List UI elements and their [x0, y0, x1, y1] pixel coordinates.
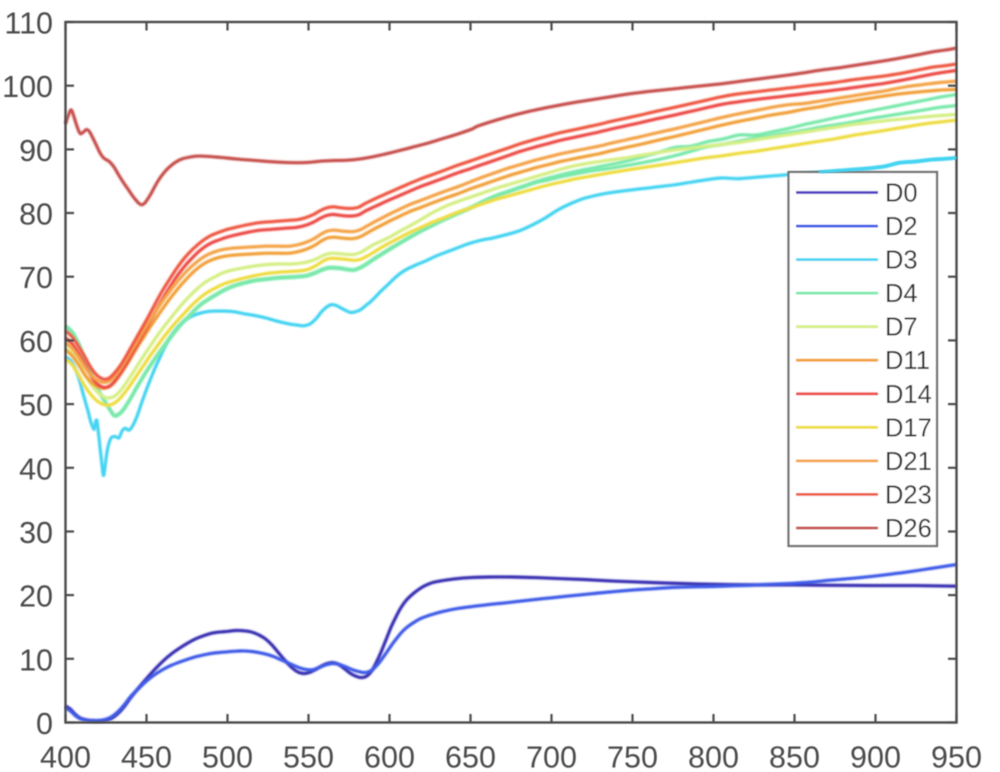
svg-text:D14: D14: [885, 381, 932, 409]
svg-text:10: 10: [19, 643, 53, 677]
svg-text:80: 80: [19, 198, 53, 232]
svg-text:70: 70: [19, 261, 53, 295]
svg-text:D3: D3: [885, 247, 918, 275]
svg-text:450: 450: [121, 741, 172, 772]
svg-text:110: 110: [4, 7, 53, 41]
svg-text:850: 850: [769, 741, 820, 772]
svg-text:D11: D11: [885, 347, 930, 375]
svg-text:700: 700: [526, 741, 577, 772]
svg-text:60: 60: [19, 325, 53, 359]
svg-text:20: 20: [19, 580, 53, 614]
svg-text:D26: D26: [885, 515, 932, 543]
svg-text:D4: D4: [885, 280, 918, 308]
svg-text:650: 650: [445, 741, 496, 772]
svg-text:40: 40: [19, 452, 53, 486]
svg-text:400: 400: [40, 741, 91, 772]
svg-text:950: 950: [931, 741, 982, 772]
svg-text:D7: D7: [885, 314, 918, 342]
svg-text:D0: D0: [885, 180, 918, 208]
svg-text:90: 90: [19, 134, 53, 168]
svg-text:900: 900: [850, 741, 901, 772]
svg-text:500: 500: [202, 741, 253, 772]
svg-text:100: 100: [2, 70, 53, 104]
svg-text:50: 50: [19, 389, 53, 423]
svg-text:0: 0: [36, 707, 53, 741]
svg-text:30: 30: [19, 516, 53, 550]
svg-text:750: 750: [607, 741, 658, 772]
svg-text:800: 800: [688, 741, 739, 772]
svg-text:D17: D17: [885, 414, 932, 442]
svg-text:D23: D23: [885, 481, 932, 509]
svg-text:D21: D21: [885, 448, 932, 476]
svg-text:550: 550: [283, 741, 334, 772]
svg-text:D2: D2: [885, 213, 918, 241]
svg-text:600: 600: [364, 741, 415, 772]
